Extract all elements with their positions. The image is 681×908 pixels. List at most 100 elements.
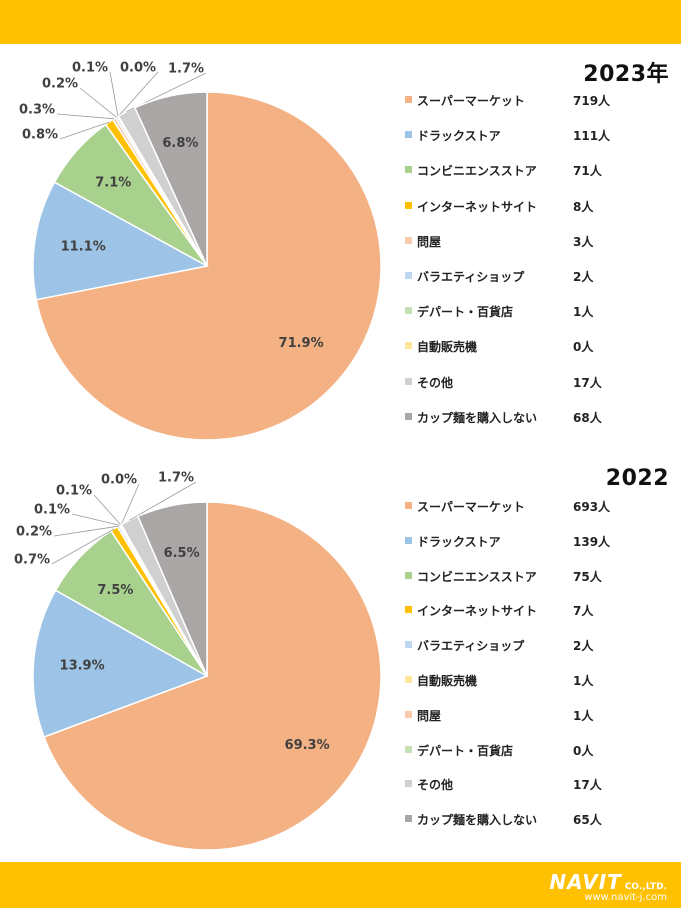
legend-swatch xyxy=(405,606,412,614)
leader-line xyxy=(129,481,197,521)
data-label: 7.1% xyxy=(95,175,131,190)
legend-label: その他 xyxy=(417,778,454,793)
legend-label: カップ麺を購入しない xyxy=(417,813,538,828)
data-label: 0.1% xyxy=(72,61,108,76)
legend-count: 17人 xyxy=(573,778,602,793)
chart-title-2023: 2023年 xyxy=(583,62,669,87)
data-label: 0.2% xyxy=(16,525,52,540)
data-label: 0.0% xyxy=(101,473,137,488)
legend-swatch xyxy=(405,710,412,718)
legend-count: 1人 xyxy=(573,305,594,320)
footer-url: www.navit-j.com xyxy=(584,892,667,903)
legend-count: 71人 xyxy=(573,164,602,179)
legend-item: インターネットサイト 7人 xyxy=(403,600,633,620)
legend-count: 1人 xyxy=(573,674,594,688)
legend-count: 7人 xyxy=(573,604,594,619)
pie-slice xyxy=(43,501,382,851)
legend-label: その他 xyxy=(417,375,454,390)
legend-item: デパート・百貨店 0人 xyxy=(403,740,633,760)
legend-label: デパート・百貨店 xyxy=(417,743,514,758)
leader-line xyxy=(56,113,115,120)
logo-brand: NAVIT xyxy=(549,870,622,894)
legend-item: 自動販売機 1人 xyxy=(403,670,633,690)
data-label: 0.7% xyxy=(14,553,50,568)
legend-swatch xyxy=(405,201,412,209)
legend-label: バラエティショップ xyxy=(417,639,525,654)
legend-swatch xyxy=(405,307,412,315)
data-label: 1.7% xyxy=(168,62,204,77)
legend-item: コンビニエンスストア 71人 xyxy=(403,160,633,180)
legend-swatch xyxy=(405,536,412,544)
legend-label: 自動販売機 xyxy=(417,340,478,355)
legend-count: 111人 xyxy=(573,129,611,144)
legend-swatch xyxy=(405,815,412,823)
company-logo: NAVIT CO.,LTD. www.navit-j.com xyxy=(549,870,667,903)
legend-item: 問屋 1人 xyxy=(403,705,633,725)
legend-item: スーパーマーケット 719人 xyxy=(403,90,633,110)
data-label: 6.8% xyxy=(162,136,198,151)
legend-item: カップ麺を購入しない 68人 xyxy=(403,407,633,427)
legend-label: インターネットサイト xyxy=(417,604,538,619)
legend-item: 問屋 3人 xyxy=(403,231,633,251)
pie-chart-2023: 71.9% 11.1% 7.1% 0.8% 0.3% 0.2% 0.1% 0.0% 1.7% 6.… xyxy=(0,48,681,458)
data-label: 0.1% xyxy=(56,484,92,499)
legend-swatch xyxy=(405,131,412,139)
pie-slice xyxy=(35,91,382,441)
data-label: 0.3% xyxy=(19,103,55,118)
legend-label: バラエティショップ xyxy=(417,270,525,284)
legend-count: 0人 xyxy=(573,743,594,758)
leader-line xyxy=(120,483,140,525)
data-label: 71.9% xyxy=(279,336,324,351)
legend-label: インターネットサイト xyxy=(417,199,538,214)
leader-line xyxy=(109,71,119,117)
leader-line xyxy=(93,494,122,526)
legend-swatch xyxy=(405,377,412,385)
pie-chart-2022-canvas: 69.3% 13.9% 7.5% 0.7% 0.2% 0.1% 0.1% 0.0% 1.7% 6.… xyxy=(14,471,382,851)
legend-item: スーパーマーケット 693人 xyxy=(403,496,633,516)
legend-swatch xyxy=(405,641,412,649)
leader-line xyxy=(118,71,159,117)
data-label: 69.3% xyxy=(285,738,330,753)
legend-swatch xyxy=(405,412,412,420)
legend-label: ドラックストア xyxy=(417,534,501,549)
legend-count: 2人 xyxy=(573,270,594,284)
leader-line xyxy=(53,525,119,537)
pie-chart-2023-canvas: 71.9% 11.1% 7.1% 0.8% 0.3% 0.2%0.1% 0.0% 1.7% 6.… xyxy=(19,61,382,441)
data-label: 0.8% xyxy=(22,128,58,143)
legend-count: 8人 xyxy=(573,199,594,214)
pie-slice xyxy=(32,181,210,301)
data-label: 0.1% xyxy=(34,503,70,518)
data-label: 7.5% xyxy=(97,583,133,598)
legend-label: ドラックストア xyxy=(417,129,501,144)
legend-item: インターネットサイト 8人 xyxy=(403,196,633,216)
legend-count: 68人 xyxy=(573,410,602,425)
data-label: 11.1% xyxy=(61,239,106,254)
pie-slice xyxy=(133,91,208,267)
legend-count: 2人 xyxy=(573,639,594,654)
legend-swatch xyxy=(405,166,412,174)
legend-item: ドラックストア 111人 xyxy=(403,125,633,145)
chart-title-2022: 2022 xyxy=(605,466,669,491)
legend-item: バラエティショップ 2人 xyxy=(403,266,633,286)
legend-item: その他 17人 xyxy=(403,774,633,794)
legend-label: カップ麺を購入しない xyxy=(417,410,538,425)
legend-label: コンビニエンスストア xyxy=(417,164,537,179)
legend-count: 693人 xyxy=(573,500,611,514)
legend-swatch xyxy=(405,745,412,753)
pie-slice xyxy=(136,501,208,677)
legend-item: カップ麺を購入しない 65人 xyxy=(403,809,633,829)
data-label: 6.5% xyxy=(164,546,200,561)
legend-count: 17人 xyxy=(573,375,602,390)
legend-label: 問屋 xyxy=(417,234,442,249)
legend-item: 自動販売機 0人 xyxy=(403,336,633,356)
pie-chart-2022: 69.3% 13.9% 7.5% 0.7% 0.2% 0.1% 0.1% 0.0% 1.7% 6.… xyxy=(0,458,681,868)
legend-count: 75人 xyxy=(573,569,602,584)
legend-count: 65人 xyxy=(573,813,602,828)
legend-label: コンビニエンスストア xyxy=(417,569,537,584)
legend-item: デパート・百貨店 1人 xyxy=(403,301,633,321)
footer-banner: NAVIT CO.,LTD. www.navit-j.com xyxy=(0,862,681,908)
leader-line xyxy=(79,87,117,118)
leader-line xyxy=(71,513,120,526)
legend-count: 1人 xyxy=(573,708,594,723)
legend-swatch xyxy=(405,780,412,788)
